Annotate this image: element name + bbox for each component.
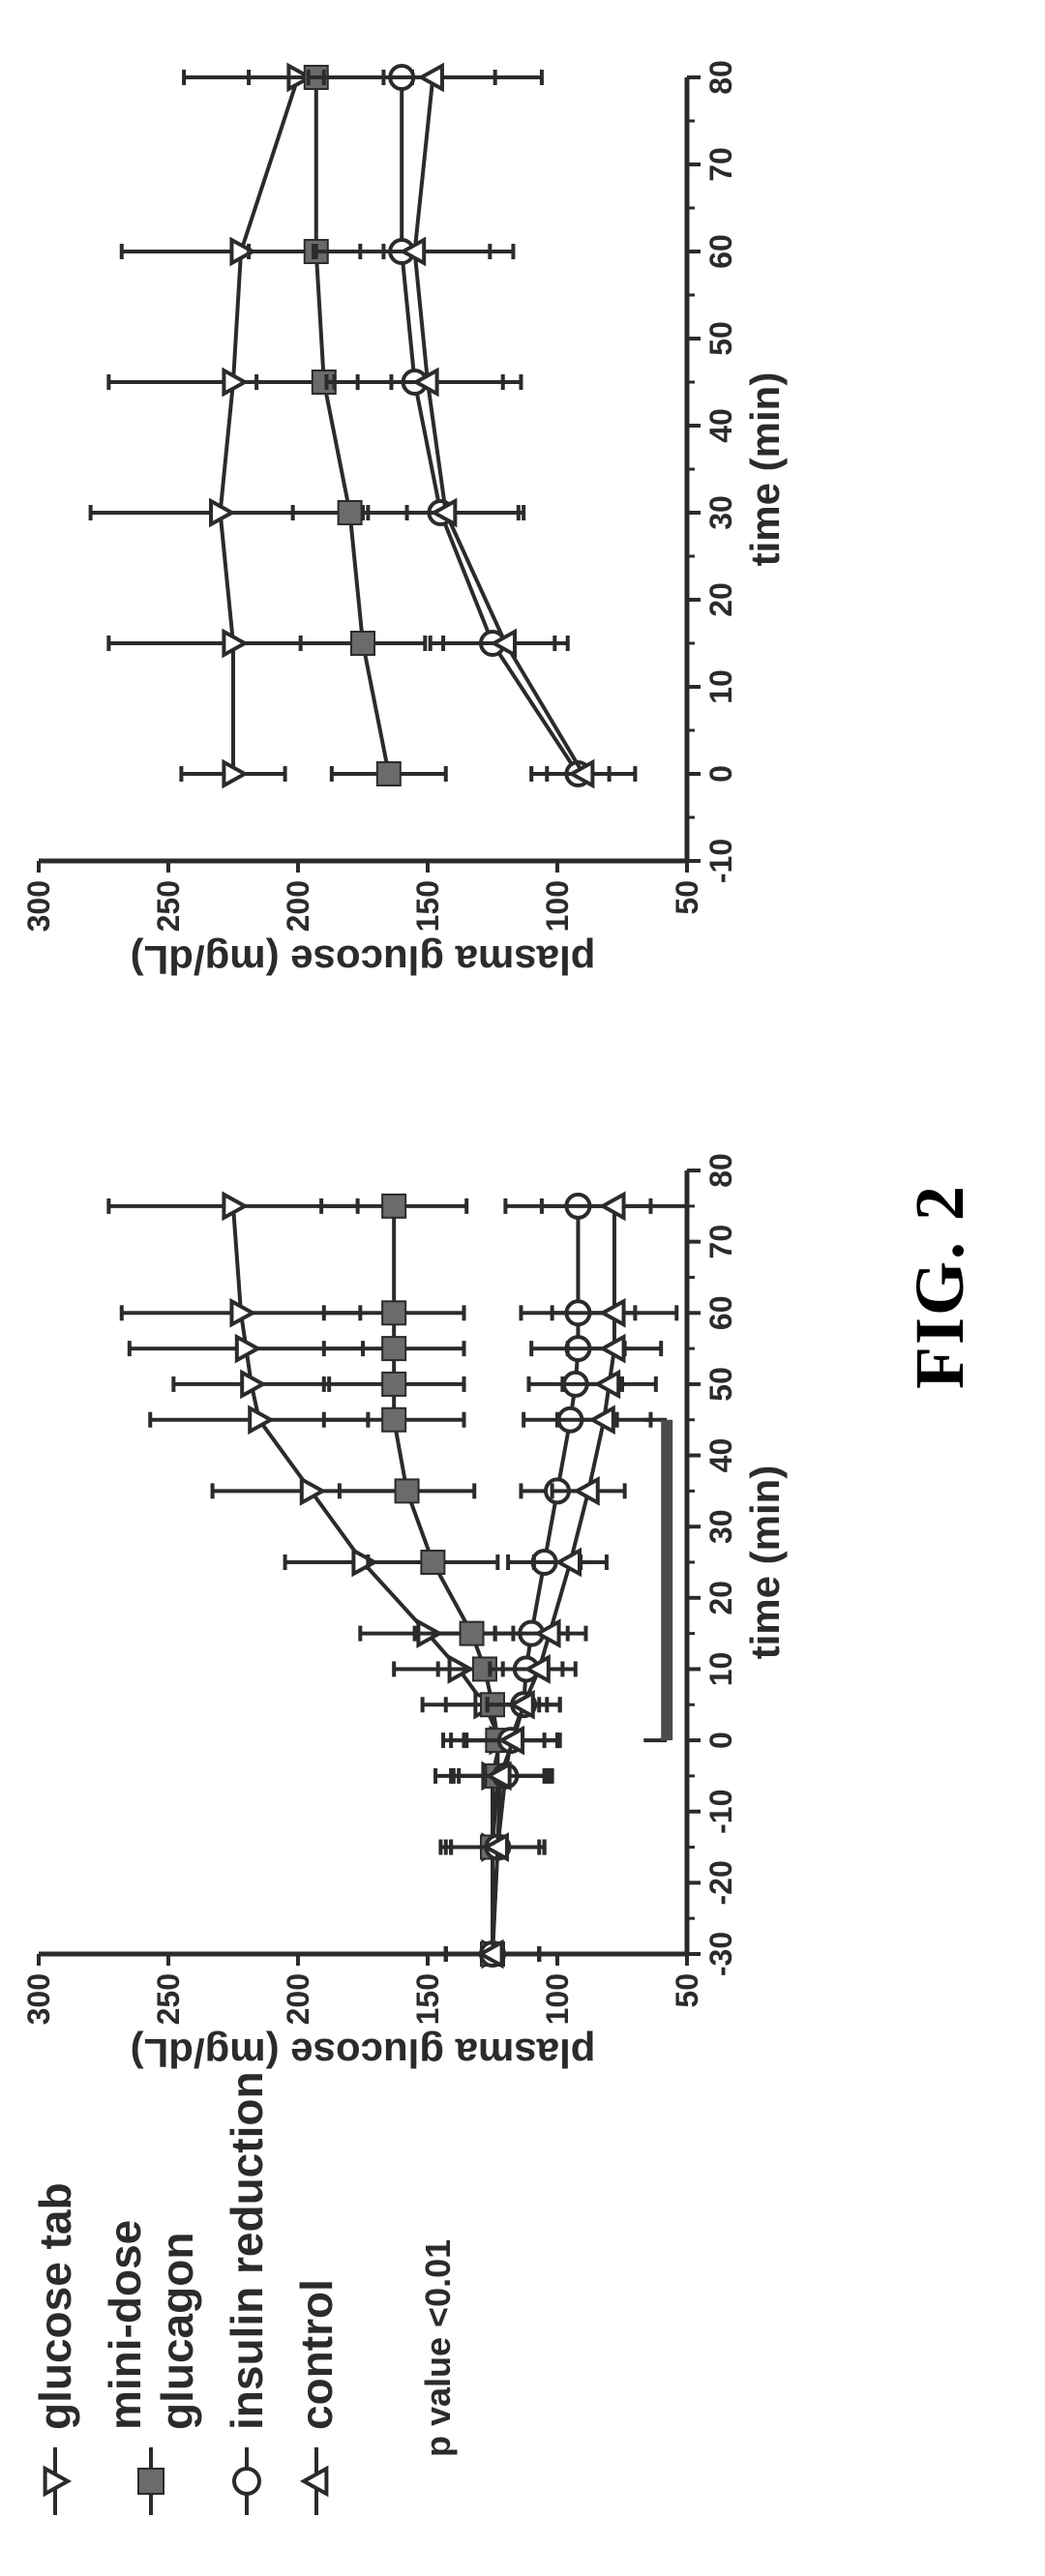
- svg-text:50: 50: [703, 1367, 738, 1402]
- triangle-open-icon: [297, 2462, 336, 2501]
- legend-item: insulin reduction: [221, 2070, 273, 2515]
- svg-text:200: 200: [281, 880, 315, 932]
- svg-text:60: 60: [703, 234, 738, 269]
- svg-text:plasma glucose (mg/dL): plasma glucose (mg/dL): [131, 2030, 596, 2070]
- svg-text:200: 200: [281, 1973, 315, 2025]
- legend-label: mini-dose glucagon: [99, 2070, 203, 2430]
- svg-text:plasma glucose (mg/dL): plasma glucose (mg/dL): [131, 937, 596, 977]
- svg-text:40: 40: [703, 408, 738, 443]
- legend-item: mini-dose glucagon: [99, 2070, 203, 2515]
- svg-text:10: 10: [703, 1652, 738, 1687]
- svg-text:-20: -20: [703, 1860, 738, 1905]
- svg-text:50: 50: [703, 321, 738, 356]
- svg-text:40: 40: [703, 1438, 738, 1473]
- p-value-text: p value <0.01: [418, 2070, 459, 2457]
- chart-right: 50 100 150 200 250 300 -10 0 10 20 30 40 50 60 70 80 tim…: [19, 58, 871, 977]
- figure-caption: FIG. 2: [900, 19, 980, 2554]
- legend-label: control: [290, 2279, 343, 2430]
- svg-text:150: 150: [410, 1973, 445, 2025]
- svg-text:10: 10: [703, 669, 738, 704]
- svg-text:20: 20: [703, 1581, 738, 1615]
- circle-open-icon: [227, 2462, 266, 2501]
- svg-text:time (min): time (min): [742, 372, 788, 567]
- chart-left: 50 100 150 200 250 300 -30 -20 -10 0 10 20 30 40 50 60 7…: [19, 1151, 871, 2070]
- svg-text:30: 30: [703, 495, 738, 530]
- svg-text:-30: -30: [703, 1932, 738, 1976]
- svg-text:70: 70: [703, 147, 738, 182]
- svg-text:250: 250: [151, 1973, 186, 2025]
- svg-text:70: 70: [703, 1225, 738, 1259]
- svg-text:-10: -10: [703, 1790, 738, 1834]
- legend-marker-line: [149, 2447, 153, 2515]
- legend-marker-line: [53, 2447, 57, 2515]
- svg-text:time (min): time (min): [742, 1466, 788, 1660]
- legend-marker-line: [314, 2447, 318, 2515]
- svg-text:250: 250: [151, 880, 186, 932]
- legend: glucose tab mini-dose glucagon insulin r…: [19, 2070, 871, 2554]
- legend-marker-line: [245, 2447, 249, 2515]
- svg-text:80: 80: [703, 60, 738, 95]
- svg-text:80: 80: [703, 1153, 738, 1188]
- legend-label: insulin reduction: [221, 2071, 273, 2430]
- svg-text:50: 50: [670, 1973, 704, 2008]
- legend-label: glucose tab: [29, 2182, 81, 2430]
- svg-text:50: 50: [670, 880, 704, 915]
- svg-text:20: 20: [703, 582, 738, 617]
- svg-text:60: 60: [703, 1295, 738, 1330]
- svg-text:100: 100: [540, 1973, 575, 2025]
- inverted-triangle-open-icon: [36, 2462, 75, 2501]
- legend-item: glucose tab: [29, 2070, 81, 2515]
- svg-text:30: 30: [703, 1509, 738, 1544]
- svg-text:0: 0: [703, 765, 738, 783]
- svg-text:-10: -10: [703, 839, 738, 883]
- square-filled-icon: [132, 2462, 170, 2501]
- svg-text:0: 0: [703, 1732, 738, 1749]
- svg-text:300: 300: [21, 880, 56, 932]
- svg-text:300: 300: [21, 1973, 56, 2025]
- legend-item: control: [290, 2070, 343, 2515]
- figure-container: glucose tab mini-dose glucagon insulin r…: [19, 19, 1026, 2554]
- svg-text:150: 150: [410, 880, 445, 932]
- svg-text:100: 100: [540, 880, 575, 932]
